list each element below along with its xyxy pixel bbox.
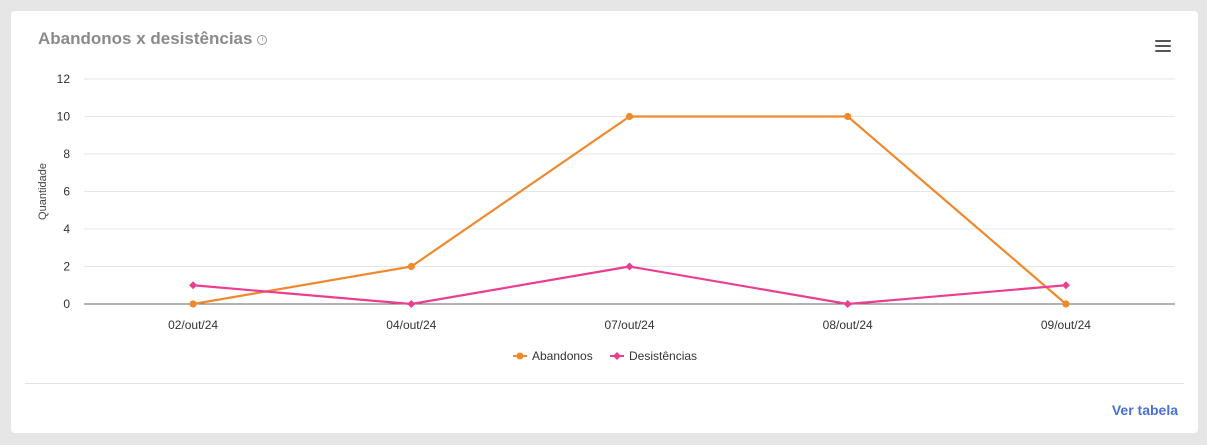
legend-label[interactable]: Desistências <box>629 349 697 363</box>
series-line-desistências <box>193 265 1066 306</box>
y-tick-label: 4 <box>63 222 70 236</box>
data-point[interactable] <box>625 262 634 271</box>
chart-card: Abandonos x desistências i 0 2 4 6 8 10 12 02/o… <box>11 11 1198 433</box>
chart-title: Abandonos x desistências <box>38 29 253 48</box>
data-point[interactable] <box>407 300 416 308</box>
hamburger-menu-icon[interactable] <box>1155 40 1171 54</box>
y-tick-label: 12 <box>57 72 71 86</box>
series-line-abandonos <box>192 115 1067 306</box>
data-point[interactable] <box>844 112 852 121</box>
y-tick-label: 0 <box>63 297 70 311</box>
legend-marker <box>516 352 524 360</box>
line-chart: 0 2 4 6 8 10 12 02/out/24 04/out/24 07/out/24 08/o… <box>37 72 1175 363</box>
y-tick-label: 8 <box>63 147 70 161</box>
data-point[interactable] <box>843 300 852 308</box>
data-point[interactable] <box>1062 300 1070 308</box>
chart-header: Abandonos x desistências i <box>38 29 268 49</box>
data-point[interactable] <box>625 112 634 121</box>
divider <box>25 383 1184 384</box>
data-point[interactable] <box>189 300 197 308</box>
y-tick-label: 10 <box>57 110 71 124</box>
y-tick-label: 2 <box>63 260 70 274</box>
y-axis-title: Quantidade <box>37 163 49 220</box>
x-tick-label: 08/out/24 <box>823 318 873 332</box>
legend-label[interactable]: Abandonos <box>532 349 593 363</box>
y-tick-label: 6 <box>63 185 70 199</box>
data-point[interactable] <box>189 281 198 290</box>
data-point[interactable] <box>407 262 415 271</box>
x-tick-label: 07/out/24 <box>604 318 654 332</box>
x-tick-label: 04/out/24 <box>386 318 436 332</box>
info-icon[interactable]: i <box>257 35 268 45</box>
x-tick-label: 09/out/24 <box>1041 318 1091 332</box>
data-point[interactable] <box>1061 281 1070 290</box>
x-tick-label: 02/out/24 <box>168 318 218 332</box>
legend-marker <box>613 352 621 360</box>
view-table-link[interactable]: Ver tabela <box>1111 402 1178 418</box>
